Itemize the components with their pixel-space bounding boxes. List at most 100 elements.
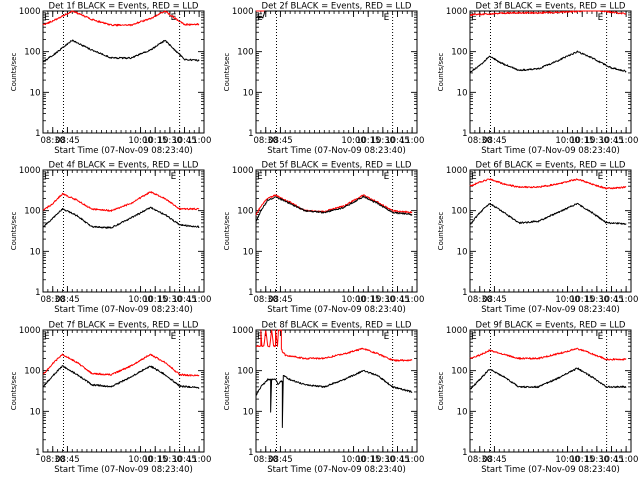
marker-label-e: E	[171, 172, 177, 182]
x-axis-label: Start Time (07-Nov-09 08:23:40)	[481, 146, 620, 156]
x-tick-label: 08:30	[468, 136, 493, 146]
y-tick-label: 1	[35, 129, 40, 139]
y-tick-label: 100	[451, 48, 467, 58]
x-tick-label: 10:45	[599, 295, 624, 305]
y-axis-label: Counts/sec	[437, 53, 445, 92]
y-tick-label: 1000	[446, 326, 468, 336]
panel-4: Det 4f BLACK = Events, RED = LLD 1 10 100 10…	[10, 161, 211, 316]
x-tick-label: 10:15	[570, 455, 595, 465]
y-tick-label: 1000	[232, 326, 254, 336]
panel-title: Det 6f BLACK = Events, RED = LLD	[476, 161, 626, 171]
y-axis-label: Counts/sec	[10, 372, 18, 411]
marker-label-e: E	[44, 332, 50, 342]
x-tick-label: 08:45	[268, 455, 293, 465]
panel-9: Det 9f BLACK = Events, RED = LLD 1 10 100 10…	[437, 321, 638, 476]
x-tick-label: 11:00	[187, 455, 212, 465]
x-tick-label: 11:00	[187, 295, 212, 305]
series-events-line	[469, 50, 627, 73]
y-tick-label: 100	[451, 207, 467, 217]
marker-label-e: E	[257, 172, 263, 182]
y-axis-label: Counts/sec	[10, 53, 18, 92]
panel-title: Det 5f BLACK = Events, RED = LLD	[262, 161, 412, 171]
x-axis-label: Start Time (07-Nov-09 08:23:40)	[54, 465, 193, 475]
x-tick-label: 08:45	[482, 136, 507, 146]
x-tick-label: 10:15	[570, 295, 595, 305]
y-tick-label: 100	[451, 367, 467, 377]
marker-label-e: E	[471, 13, 477, 23]
x-tick-label: 10:45	[172, 136, 197, 146]
series-lld-line	[255, 329, 413, 362]
x-tick-label: 11:00	[400, 136, 425, 146]
y-tick-label: 10	[30, 247, 41, 257]
x-tick-label: 08:45	[55, 455, 80, 465]
x-tick-label: 10:30	[585, 455, 610, 465]
y-tick-label: 1	[462, 288, 467, 298]
x-axis-label: Start Time (07-Nov-09 08:23:40)	[267, 146, 406, 156]
y-tick-label: 10	[243, 88, 254, 98]
y-tick-label: 1000	[446, 166, 468, 176]
x-tick-label: 10:45	[385, 455, 410, 465]
y-tick-label: 10	[457, 247, 468, 257]
y-axis-label: Counts/sec	[437, 212, 445, 251]
x-tick-label: 08:45	[55, 136, 80, 146]
panel-3: Det 3f BLACK = Events, RED = LLD 1 10 100 10…	[437, 2, 638, 157]
x-axis-label: Start Time (07-Nov-09 08:23:40)	[481, 465, 620, 475]
marker-label-e: E	[384, 172, 390, 182]
marker-label-e: E	[257, 332, 263, 342]
y-tick-label: 100	[237, 367, 253, 377]
series-lld-line	[469, 10, 627, 17]
series-events-line	[42, 206, 200, 229]
x-tick-label: 10:30	[585, 295, 610, 305]
x-tick-label: 10:00	[128, 136, 153, 146]
panel-6: Det 6f BLACK = Events, RED = LLD 1 10 100 10…	[437, 161, 638, 316]
panel-title: Det 1f BLACK = Events, RED = LLD	[49, 2, 199, 12]
y-tick-label: 1000	[232, 7, 254, 17]
y-tick-label: 100	[24, 48, 40, 58]
marker-label-e: E	[384, 332, 390, 342]
y-tick-label: 1	[462, 129, 467, 139]
panel-title: Det 4f BLACK = Events, RED = LLD	[49, 161, 199, 171]
x-axis-label: Start Time (07-Nov-09 08:23:40)	[54, 305, 193, 315]
x-tick-label: 10:00	[341, 455, 366, 465]
x-tick-label: 10:30	[158, 295, 183, 305]
series-events-line	[255, 195, 413, 222]
series-lld-line	[469, 347, 627, 361]
y-tick-label: 1	[248, 448, 253, 458]
panel-title: Det 7f BLACK = Events, RED = LLD	[49, 321, 199, 331]
y-axis-label: Counts/sec	[223, 212, 231, 251]
x-tick-label: 11:00	[400, 295, 425, 305]
y-tick-label: 10	[457, 88, 468, 98]
marker-label-e: E	[384, 13, 390, 23]
marker-label-e: E	[471, 332, 477, 342]
panel-title: Det 9f BLACK = Events, RED = LLD	[476, 321, 626, 331]
x-tick-label: 10:15	[570, 136, 595, 146]
y-axis-label: Counts/sec	[10, 212, 18, 251]
x-tick-label: 08:30	[41, 455, 66, 465]
y-axis-label: Counts/sec	[223, 372, 231, 411]
panel-title: Det 2f BLACK = Events, RED = LLD	[262, 2, 412, 12]
series-events-line	[255, 369, 413, 429]
x-tick-label: 10:00	[555, 455, 580, 465]
x-tick-label: 08:45	[268, 136, 293, 146]
panel-2: Det 2f BLACK = Events, RED = LLD 1 10 100 10…	[223, 2, 424, 157]
x-tick-label: 10:45	[599, 455, 624, 465]
y-tick-label: 1000	[19, 166, 41, 176]
x-tick-label: 08:30	[254, 136, 279, 146]
plot-frame	[42, 329, 205, 453]
x-tick-label: 08:30	[468, 455, 493, 465]
x-tick-label: 08:45	[268, 295, 293, 305]
x-tick-label: 10:30	[371, 136, 396, 146]
y-tick-label: 1	[35, 288, 40, 298]
x-tick-label: 10:15	[356, 455, 381, 465]
series-events-line	[469, 202, 627, 225]
series-events-line	[469, 367, 627, 390]
x-tick-label: 10:15	[143, 295, 168, 305]
x-tick-label: 10:00	[341, 136, 366, 146]
series-lld-line	[42, 10, 200, 27]
y-tick-label: 1	[248, 288, 253, 298]
y-tick-label: 100	[24, 367, 40, 377]
x-tick-label: 10:00	[555, 136, 580, 146]
marker-label-e: E	[598, 13, 604, 23]
marker-label-e: E	[598, 172, 604, 182]
